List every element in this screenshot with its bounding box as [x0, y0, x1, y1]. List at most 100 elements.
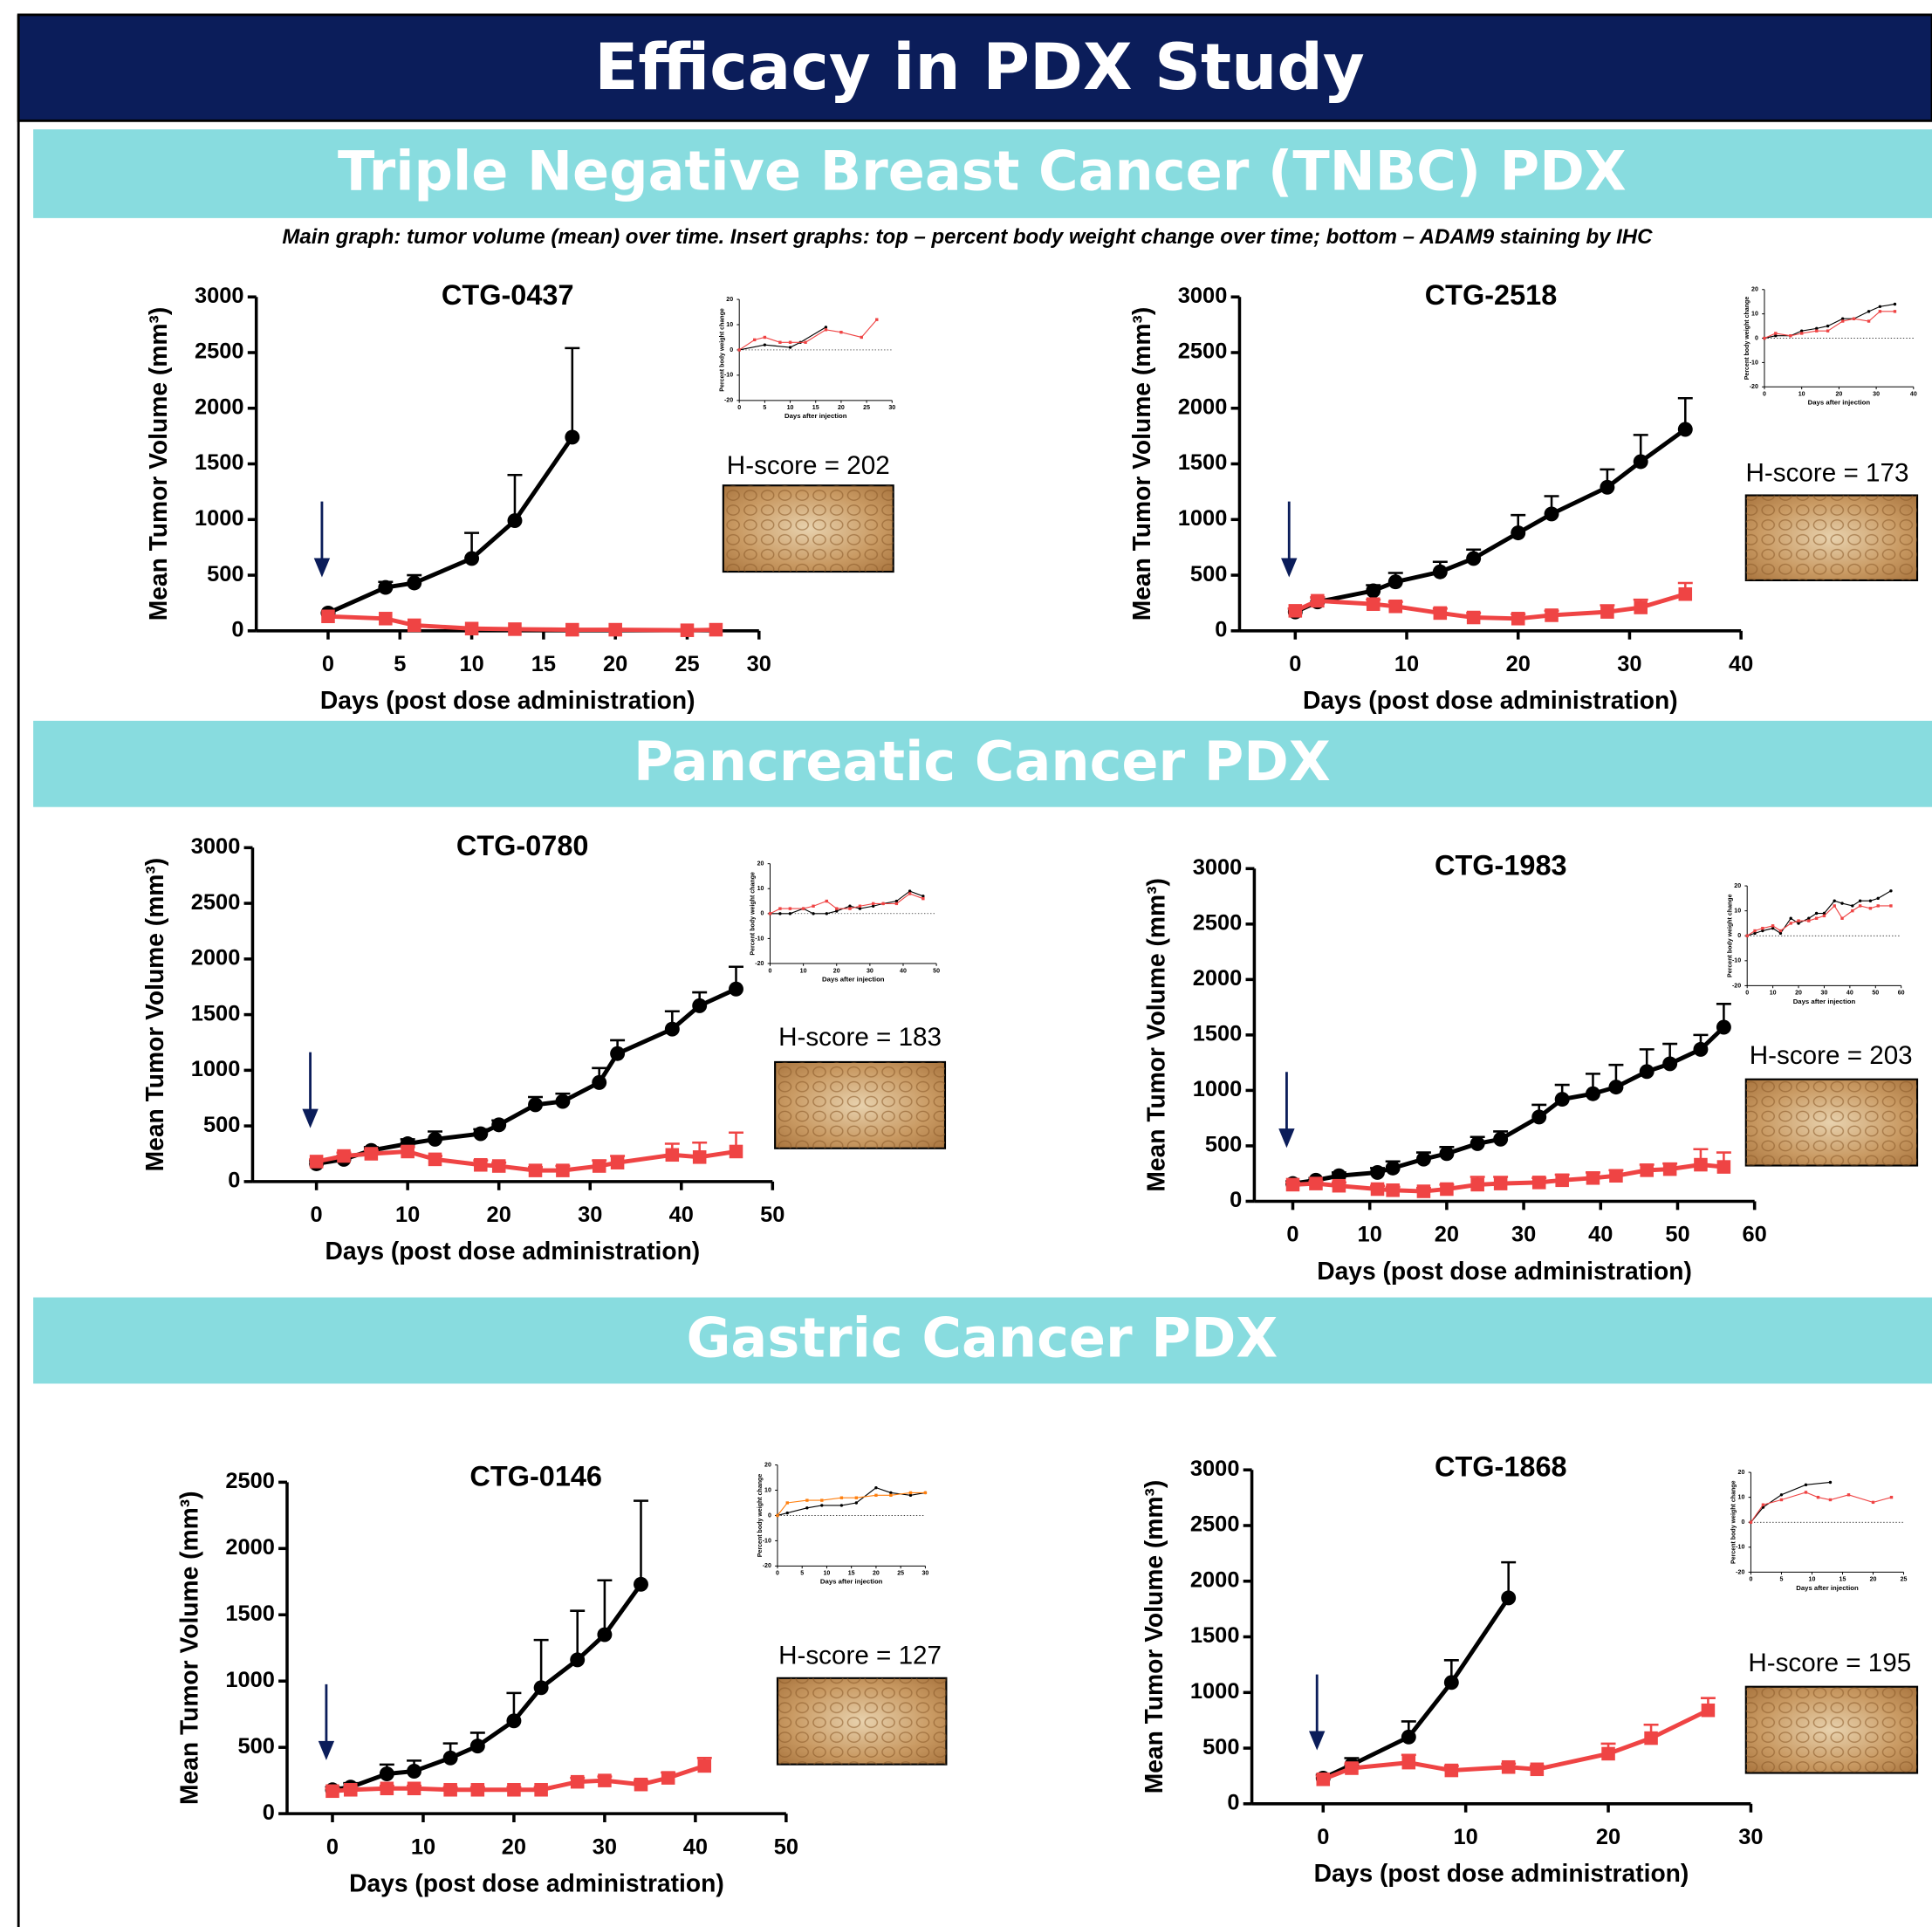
data-point	[802, 907, 805, 909]
data-point	[737, 348, 740, 351]
data-point	[1833, 900, 1836, 902]
y-tick-label: 10	[1734, 909, 1741, 915]
y-tick-label: 1500	[191, 1001, 241, 1025]
x-tick-label: 30	[578, 1203, 602, 1227]
data-point	[443, 1783, 457, 1797]
data-point	[1833, 904, 1836, 907]
data-point	[407, 1764, 421, 1779]
y-tick-label: 0	[231, 618, 243, 642]
y-axis-label: Mean Tumor Volume (mm³)	[144, 307, 172, 621]
data-point	[1678, 422, 1693, 437]
data-point	[1847, 1493, 1850, 1496]
data-point	[1371, 1183, 1385, 1197]
y-tick-label: 1000	[1193, 1077, 1243, 1101]
x-tick-label: 20	[487, 1203, 511, 1227]
data-point	[789, 346, 791, 348]
x-tick-label: 20	[833, 968, 840, 974]
y-tick-label: 2500	[1178, 339, 1228, 364]
x-tick-label: 40	[1846, 991, 1853, 997]
data-point	[379, 612, 393, 626]
y-tick-label: 0	[761, 911, 764, 917]
data-point	[380, 1781, 394, 1795]
x-tick-label: 40	[1588, 1223, 1613, 1247]
data-point	[1663, 1162, 1677, 1176]
x-tick-label: 0	[1763, 392, 1766, 398]
data-point	[709, 623, 723, 637]
data-point	[1439, 1146, 1454, 1161]
data-point	[1466, 551, 1481, 566]
data-point	[1826, 329, 1829, 332]
h-score: H-score = 183	[778, 1023, 942, 1052]
data-point	[1872, 1501, 1874, 1504]
data-point	[1501, 1590, 1516, 1605]
y-tick-label: 1000	[195, 506, 244, 531]
data-point	[1634, 455, 1648, 470]
y-axis-label: Percent body weight change	[719, 308, 725, 392]
x-tick-label: 40	[669, 1203, 694, 1227]
data-point	[889, 1494, 892, 1497]
x-tick-label: 0	[326, 1834, 339, 1859]
data-point	[908, 892, 911, 895]
data-point	[610, 1046, 625, 1061]
chart-title: CTG-0146	[469, 1461, 602, 1492]
data-point	[310, 1155, 324, 1169]
x-axis-label: Days (post dose administration)	[1303, 686, 1678, 714]
x-tick-label: 20	[1596, 1825, 1620, 1849]
data-point	[789, 341, 791, 344]
data-point	[378, 580, 393, 595]
x-tick-label: 40	[1910, 392, 1917, 398]
data-point	[1851, 909, 1853, 912]
y-tick-label: 3000	[1178, 284, 1228, 308]
y-tick-label: 2000	[225, 1535, 275, 1560]
x-tick-label: 20	[1870, 1577, 1877, 1583]
data-point	[1600, 605, 1614, 619]
y-tick-label: 500	[1202, 1735, 1239, 1759]
data-point	[1823, 915, 1826, 917]
y-axis-label: Mean Tumor Volume (mm³)	[1140, 1480, 1168, 1794]
y-tick-label: -10	[1736, 1545, 1744, 1551]
data-point	[789, 912, 791, 915]
data-point	[1805, 1491, 1807, 1493]
x-axis-label: Days (post dose administration)	[1317, 1257, 1692, 1285]
data-point	[597, 1628, 612, 1642]
y-axis-label: Percent body weight change	[1727, 894, 1733, 977]
y-tick-label: -20	[1736, 1569, 1744, 1575]
chart-title: CTG-1868	[1435, 1450, 1567, 1482]
x-tick-label: 0	[776, 1571, 779, 1577]
data-point	[474, 1158, 488, 1172]
x-tick-label: 0	[1745, 991, 1749, 997]
data-point	[1445, 1764, 1459, 1778]
x-tick-label: 5	[800, 1571, 804, 1577]
x-axis-label: Days after injection	[1796, 1584, 1859, 1592]
data-point	[1826, 325, 1829, 327]
y-tick-label: 2500	[1193, 911, 1243, 936]
data-point	[492, 1159, 506, 1173]
x-tick-label: 30	[1738, 1825, 1763, 1849]
ihc-texture	[775, 1062, 945, 1149]
data-point	[1753, 929, 1756, 932]
data-point	[1877, 904, 1880, 907]
data-point	[804, 341, 806, 344]
data-point	[1386, 1161, 1401, 1176]
x-tick-label: 25	[863, 405, 870, 411]
data-point	[835, 907, 838, 909]
x-tick-label: 15	[531, 652, 556, 676]
section-title: Pancreatic Cancer PDX	[634, 730, 1331, 793]
data-point	[855, 1497, 858, 1499]
x-tick-label: 50	[1665, 1223, 1689, 1247]
data-point	[881, 902, 884, 905]
x-tick-label: 10	[824, 1571, 831, 1577]
data-point	[1805, 1484, 1807, 1486]
x-tick-label: 30	[593, 1834, 617, 1859]
data-point	[1511, 525, 1525, 540]
data-point	[465, 622, 479, 636]
y-tick-label: 10	[757, 886, 764, 892]
y-tick-label: 2000	[195, 394, 244, 419]
data-point	[1829, 1481, 1832, 1484]
data-point	[1780, 1498, 1783, 1501]
data-point	[556, 1163, 570, 1177]
x-tick-label: 0	[311, 1203, 323, 1227]
data-point	[698, 1759, 712, 1773]
data-point	[1789, 334, 1792, 337]
data-point	[593, 1159, 606, 1173]
